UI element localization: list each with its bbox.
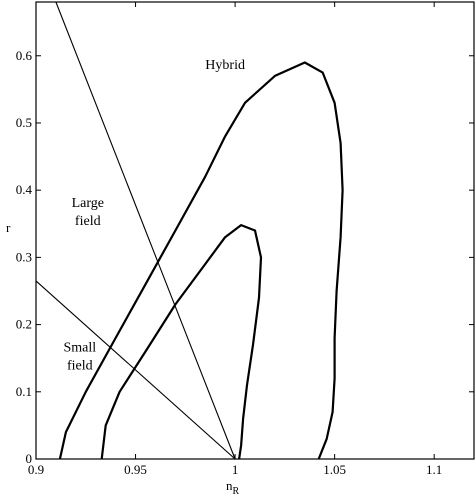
confidence-contours	[58, 61, 344, 460]
x-tick-label: 1.05	[323, 462, 346, 477]
boundary-lines	[35, 1, 236, 460]
x-tick-label: 0.95	[124, 462, 147, 477]
y-tick-label: 0.4	[16, 182, 33, 197]
y-tick-label: 0	[26, 451, 33, 466]
small-large-boundary	[35, 280, 236, 460]
x-axis-title: nR	[226, 478, 240, 497]
plot-frame	[35, 1, 475, 460]
region-label: Small field	[63, 340, 96, 373]
y-axis-ticks: 0 0.1 0.2 0.3 0.4 0.5 0.6	[16, 48, 474, 466]
region-label: Large field	[72, 196, 104, 229]
outer-contour	[58, 61, 344, 460]
y-tick-label: 0.5	[16, 115, 32, 130]
x-axis-ticks: 0.9 0.95 1 1.05 1.1	[28, 2, 442, 477]
region-labels: Hybrid Large field Small field	[63, 58, 245, 373]
x-tick-label: 1	[232, 462, 239, 477]
y-tick-label: 0.1	[16, 384, 32, 399]
large-hybrid-boundary	[55, 1, 236, 460]
y-tick-label: 0.6	[16, 48, 33, 63]
x-tick-label: 0.9	[28, 462, 44, 477]
y-axis-title: r	[6, 220, 11, 235]
y-tick-label: 0.2	[16, 317, 32, 332]
x-tick-label: 1.1	[426, 462, 442, 477]
region-label: Hybrid	[205, 58, 245, 73]
y-tick-label: 0.3	[16, 249, 32, 264]
inner-contour	[100, 224, 263, 460]
